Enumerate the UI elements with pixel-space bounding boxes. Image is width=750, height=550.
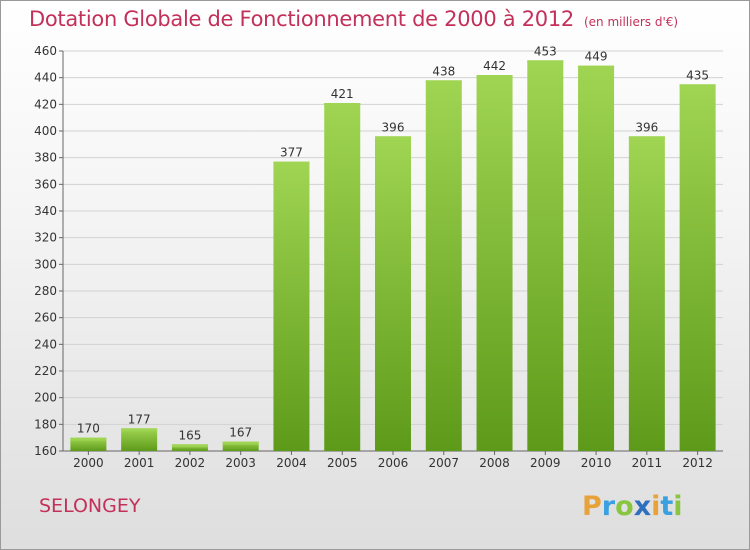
- bar-2011: [628, 136, 665, 452]
- x-tick-label-2009: 2009: [530, 456, 561, 470]
- data-label-2011: 396: [635, 120, 658, 134]
- x-tick-label-2000: 2000: [73, 456, 104, 470]
- data-label-2007: 438: [432, 64, 455, 78]
- bar-top-highlight: [171, 444, 208, 448]
- data-label-2004: 377: [280, 146, 303, 160]
- data-label-2001: 177: [128, 412, 151, 426]
- data-label-2008: 442: [483, 59, 506, 73]
- x-tick-label-2001: 2001: [124, 456, 155, 470]
- bar-2007: [425, 80, 462, 451]
- bar-2001: [121, 428, 158, 451]
- x-tick-label-2004: 2004: [276, 456, 307, 470]
- x-tick-label-2006: 2006: [378, 456, 409, 470]
- chart-title-text: Dotation Globale de Fonctionnement de 20…: [29, 7, 574, 31]
- y-tick-label: 380: [34, 151, 57, 165]
- x-tick-label-2012: 2012: [682, 456, 713, 470]
- bar-top-highlight: [273, 161, 310, 165]
- y-tick-label: 160: [34, 444, 57, 458]
- bar-2002: [171, 444, 208, 451]
- bar-top-highlight: [679, 84, 716, 88]
- x-tick-label-2007: 2007: [428, 456, 459, 470]
- y-tick-label: 240: [34, 337, 57, 351]
- bar-2010: [578, 65, 615, 452]
- bar-top-highlight: [70, 437, 107, 441]
- axes: 160 180 200 220 240 260 280 300 320 340 360 380 400 4…: [34, 44, 723, 470]
- y-tick-label: 280: [34, 284, 57, 298]
- y-tick-label: 400: [34, 124, 57, 138]
- bar-top-highlight: [628, 136, 665, 140]
- bar-2004: [273, 161, 310, 451]
- bar-2000: [70, 437, 107, 451]
- bar-2003: [222, 441, 259, 451]
- chart-title: Dotation Globale de Fonctionnement de 20…: [29, 7, 678, 31]
- bar-top-highlight: [121, 428, 158, 432]
- y-tick-label: 320: [34, 231, 57, 245]
- logo-letter: P: [582, 491, 602, 522]
- y-tick-label: 440: [34, 71, 57, 85]
- data-label-2009: 453: [534, 44, 557, 58]
- logo-letter: i: [651, 491, 661, 522]
- y-tick-label: 360: [34, 177, 57, 191]
- data-label-2006: 396: [382, 120, 405, 134]
- data-label-2003: 167: [229, 426, 252, 440]
- data-labels: 170 177 165 167 377 421 396 438 442 453 449 396 435: [77, 44, 709, 442]
- bar-top-highlight: [222, 441, 259, 445]
- x-tick-label-2002: 2002: [175, 456, 206, 470]
- chart-subtitle: (en milliers d'€): [583, 15, 679, 29]
- bars: [70, 60, 716, 452]
- bar-top-highlight: [476, 75, 513, 78]
- bar-2005: [324, 103, 361, 451]
- y-tick-label: 220: [34, 364, 57, 378]
- y-tick-label: 200: [34, 391, 57, 405]
- commune-name: SELONGEY: [39, 495, 141, 517]
- x-tick-label-2008: 2008: [479, 456, 510, 470]
- x-tick-label-2005: 2005: [327, 456, 358, 470]
- y-tick-label: 420: [34, 97, 57, 111]
- bar-top-highlight: [324, 103, 361, 106]
- y-tick-label: 260: [34, 311, 57, 325]
- data-label-2010: 449: [585, 50, 608, 64]
- logo-letter: x: [633, 491, 652, 522]
- bar-2008: [476, 75, 513, 451]
- y-tick-label: 180: [34, 417, 57, 431]
- logo-letter: o: [615, 491, 634, 522]
- x-tick-label-2010: 2010: [581, 456, 612, 470]
- logo-letter: r: [601, 491, 616, 522]
- data-label-2002: 165: [178, 428, 201, 442]
- y-tick-label: 340: [34, 204, 57, 218]
- bar-top-highlight: [527, 60, 564, 64]
- bar-2006: [375, 136, 411, 452]
- y-tick-label: 460: [34, 44, 57, 58]
- x-tick-label-2003: 2003: [225, 456, 256, 470]
- data-label-2000: 170: [77, 422, 100, 436]
- y-tick-label: 300: [34, 257, 57, 271]
- bar-top-highlight: [425, 80, 462, 84]
- logo-letter: t: [660, 491, 674, 522]
- proxiti-logo: Proxiti: [582, 491, 683, 522]
- x-tick-label-2011: 2011: [632, 456, 663, 470]
- bar-2012: [679, 84, 716, 451]
- logo-letter: i: [673, 491, 683, 522]
- bar-top-highlight: [375, 136, 411, 140]
- data-label-2005: 421: [331, 87, 354, 101]
- data-label-2012: 435: [686, 68, 709, 82]
- bar-top-highlight: [578, 65, 615, 69]
- bar-2009: [527, 60, 564, 451]
